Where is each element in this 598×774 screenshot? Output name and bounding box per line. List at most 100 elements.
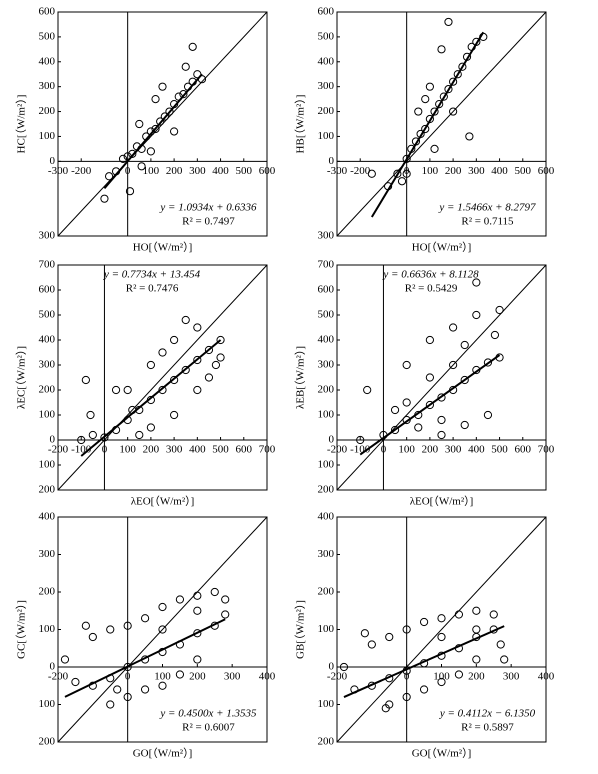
y-axis-label: GC[（W/m²）]: [15, 600, 28, 659]
data-point: [449, 107, 458, 116]
y-axis-label: HC[（W/m²）]: [15, 95, 28, 154]
y-tick-label: 400: [39, 511, 56, 523]
data-point: [490, 330, 500, 340]
data-point: [77, 435, 86, 445]
y-tick-label: 400: [39, 55, 56, 67]
y-tick-label: 200: [318, 105, 335, 117]
data-point: [81, 375, 90, 385]
y-tick-label: 300: [39, 80, 56, 92]
x-axis-label: λEO[（W/m²）]: [131, 495, 195, 508]
x-tick-label: 400: [259, 671, 276, 683]
data-point: [460, 340, 469, 350]
data-point: [123, 692, 132, 702]
data-point: [390, 405, 400, 415]
y-tick-label: 600: [318, 6, 335, 18]
x-tick-label: -200: [327, 671, 348, 683]
data-point: [179, 90, 188, 99]
data-point: [158, 348, 167, 357]
data-point: [393, 169, 402, 178]
panel: -300 -200 0 100 200 300 400 500 600 600 500 400 300 2…: [15, 6, 276, 254]
data-point: [71, 677, 80, 687]
x-tick-label: -100: [350, 444, 371, 456]
y-tick-label: 700: [318, 259, 335, 271]
x-tick-label: 500: [491, 444, 508, 456]
data-point: [100, 194, 109, 203]
data-point: [419, 617, 429, 627]
y-axis-label: GB[（W/m²）]: [294, 600, 307, 659]
y-tick-label: 100: [318, 459, 335, 471]
data-point: [125, 187, 135, 196]
x-tick-label: 0: [404, 671, 410, 683]
x-tick-label: 100: [154, 671, 171, 683]
data-point: [193, 385, 202, 395]
y-tick-label: 500: [318, 309, 335, 321]
y-tick-label: 100: [39, 130, 56, 142]
y-tick-label: 300: [39, 359, 56, 371]
r-squared: R² = 0.7115: [461, 216, 514, 228]
y-tick-label: 200: [318, 586, 335, 598]
x-tick-label: 500: [212, 444, 229, 456]
data-point: [496, 640, 505, 649]
y-tick-label: 200: [39, 484, 56, 496]
y-tick-label: 0: [50, 155, 56, 167]
data-point: [414, 423, 423, 432]
y-tick-label: 700: [39, 259, 56, 271]
data-point: [425, 82, 434, 91]
y-tick-label: 400: [318, 55, 335, 67]
x-axis-label: GO[（W/m²）]: [412, 747, 472, 760]
data-point: [158, 602, 167, 612]
data-point: [193, 355, 202, 365]
data-point: [210, 587, 219, 597]
data-point: [381, 704, 390, 713]
data-point: [454, 670, 464, 679]
r-squared: R² = 0.5897: [461, 722, 514, 734]
data-point: [397, 177, 407, 186]
data-point: [453, 70, 462, 79]
y-tick-label: 0: [329, 434, 335, 446]
x-tick-label: 100: [398, 444, 415, 456]
data-point: [156, 117, 165, 126]
data-point: [489, 610, 498, 619]
y-tick-label: 100: [39, 459, 56, 471]
data-point: [221, 595, 230, 604]
data-point: [437, 632, 446, 642]
r-squared: R² = 0.7476: [126, 283, 179, 295]
one-to-one-line: [57, 516, 268, 743]
y-tick-label: 100: [39, 623, 56, 635]
fit-equation: y = 0.4112x − 6.1350: [439, 708, 536, 720]
x-tick-label: -300: [327, 165, 348, 177]
fit-equation: y = 0.4500x + 1.3535: [159, 708, 257, 720]
plot-frame: [336, 264, 547, 491]
x-tick-label: 300: [503, 671, 520, 683]
data-point: [158, 82, 167, 91]
data-point: [435, 99, 444, 109]
data-point: [165, 107, 174, 116]
data-point: [402, 398, 411, 407]
data-point: [356, 435, 365, 445]
x-tick-label: 100: [143, 165, 160, 177]
data-point: [360, 629, 369, 638]
data-point: [104, 172, 114, 181]
data-point: [158, 681, 167, 690]
x-tick-label: 300: [166, 444, 183, 456]
y-tick-label: 500: [39, 309, 56, 321]
data-point: [146, 147, 155, 156]
data-point: [128, 149, 137, 158]
data-point: [465, 132, 474, 141]
y-tick-label: 100: [39, 698, 56, 710]
data-point: [472, 278, 481, 287]
data-point: [140, 614, 150, 623]
x-tick-label: 400: [189, 444, 206, 456]
data-point: [151, 95, 160, 104]
x-tick-label: 400: [538, 671, 555, 683]
data-point: [60, 655, 70, 664]
data-point: [135, 119, 144, 129]
x-tick-label: 200: [166, 165, 183, 177]
x-tick-label: 100: [422, 165, 439, 177]
y-tick-label: 500: [318, 30, 335, 42]
x-tick-label: -200: [350, 165, 371, 177]
x-axis-label: λEO[（W/m²）]: [410, 495, 474, 508]
data-point: [88, 632, 97, 642]
x-tick-label: 400: [212, 165, 229, 177]
one-to-one-line: [336, 11, 547, 237]
